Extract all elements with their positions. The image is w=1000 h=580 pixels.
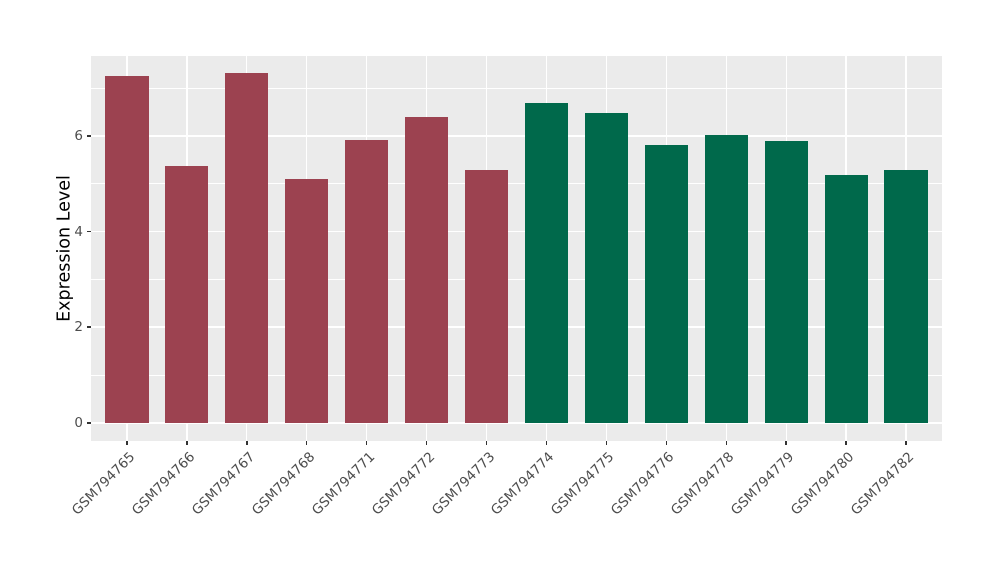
expression-bar	[704, 135, 748, 423]
y-axis-title: Expression Level	[54, 175, 75, 322]
gridline-minor-y	[91, 183, 942, 185]
expression-bar	[824, 175, 868, 423]
x-tick-label: GSM794771	[308, 449, 378, 519]
x-tick-mark	[545, 441, 548, 445]
x-tick-mark	[126, 441, 128, 445]
x-tick-label: GSM794773	[428, 449, 498, 519]
x-tick-mark	[725, 441, 727, 445]
x-tick-label: GSM794765	[68, 449, 139, 519]
expression-bar	[584, 112, 628, 423]
x-tick-label: GSM794775	[548, 449, 618, 519]
x-tick-mark	[785, 441, 787, 445]
expression-bar	[285, 179, 329, 423]
x-tick-label: GSM794772	[368, 449, 438, 519]
expression-bar	[405, 117, 449, 423]
x-tick-label: GSM794768	[248, 449, 319, 519]
plot-panel	[91, 56, 942, 441]
x-tick-mark	[845, 441, 847, 445]
x-tick-label: GSM794774	[488, 449, 558, 519]
y-tick-label: 6	[74, 127, 83, 144]
gridline-minor-y	[91, 374, 942, 376]
expression-bar	[764, 141, 808, 423]
y-tick-label: 4	[74, 223, 83, 240]
x-tick-mark	[485, 441, 488, 445]
x-tick-mark	[905, 441, 907, 445]
expression-bar	[524, 103, 569, 423]
x-tick-label: GSM794776	[608, 449, 678, 519]
gridline-major-y	[91, 135, 942, 137]
x-tick-label: GSM794767	[188, 449, 259, 519]
x-tick-mark	[365, 441, 368, 445]
expression-bar	[884, 170, 928, 423]
expression-bar	[165, 165, 209, 423]
gridline-major-y	[91, 422, 942, 424]
x-tick-mark	[186, 441, 188, 445]
y-tick-mark	[87, 326, 91, 328]
y-tick-mark	[87, 422, 91, 424]
gridline-minor-y	[91, 278, 942, 280]
expression-bar	[464, 169, 509, 423]
x-tick-label: GSM794766	[128, 449, 199, 519]
gridline-minor-y	[91, 87, 942, 89]
x-tick-mark	[425, 441, 428, 445]
gridline-major-y	[91, 230, 942, 233]
expression-bar	[644, 144, 688, 423]
expression-bar	[225, 73, 269, 423]
y-tick-mark	[87, 230, 91, 233]
x-tick-label: GSM794778	[668, 449, 738, 519]
y-tick-mark	[87, 135, 91, 137]
x-tick-mark	[246, 441, 248, 445]
x-tick-mark	[665, 441, 668, 445]
x-tick-label: GSM794779	[728, 449, 798, 519]
gridline-major-y	[91, 326, 942, 328]
expression-bar	[345, 139, 389, 423]
y-tick-label: 2	[74, 319, 83, 336]
x-tick-mark	[305, 441, 308, 445]
y-tick-label: 0	[74, 414, 83, 431]
x-tick-mark	[605, 441, 608, 445]
expression-bar	[105, 76, 149, 423]
x-tick-label: GSM794782	[847, 449, 918, 519]
x-tick-label: GSM794780	[787, 449, 858, 519]
